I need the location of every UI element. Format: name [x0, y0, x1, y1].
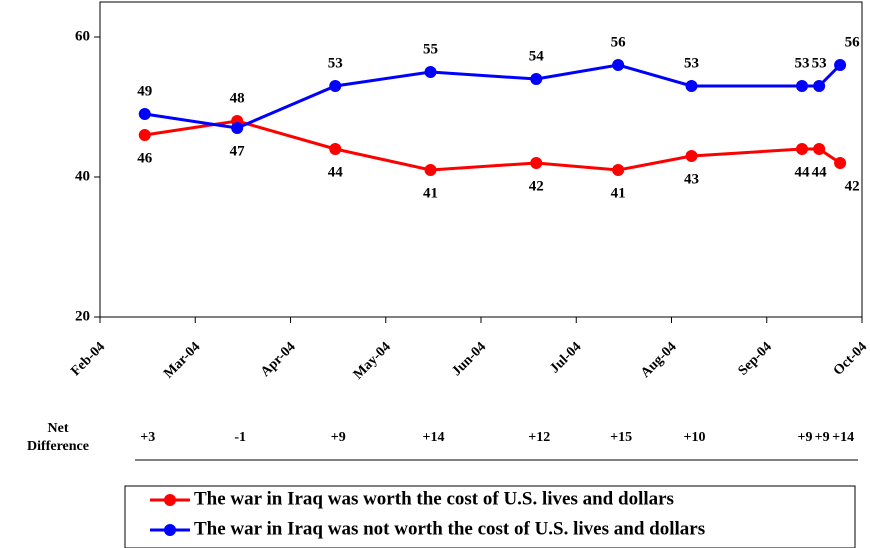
net-difference-label: Net Difference	[27, 421, 89, 454]
x-tick-label: Jul-04	[547, 339, 584, 376]
data-label: 54	[529, 48, 545, 64]
point	[329, 143, 342, 155]
point	[834, 157, 847, 169]
net-difference-value: +14	[832, 430, 854, 445]
net-difference-value: -1	[234, 430, 246, 445]
y-tick-label: 20	[75, 308, 90, 324]
plot-frame	[99, 1, 863, 318]
net-difference-value: +9	[815, 430, 830, 445]
data-label: 41	[611, 185, 626, 201]
legend-marker	[164, 524, 176, 536]
point	[813, 80, 826, 92]
net-difference-value: +12	[528, 430, 550, 445]
legend-marker	[164, 494, 176, 506]
x-tick-label: Apr-04	[258, 339, 298, 379]
data-label: 44	[794, 164, 810, 180]
data-label: 53	[812, 55, 827, 71]
net-difference-value: +14	[423, 430, 445, 445]
data-label: 49	[137, 83, 152, 99]
net-difference-value: +10	[684, 430, 706, 445]
point	[138, 129, 151, 141]
point	[329, 80, 342, 92]
data-label: 41	[423, 185, 438, 201]
data-label: 48	[230, 90, 245, 106]
point	[834, 59, 847, 71]
series-line	[144, 119, 841, 172]
point	[685, 80, 698, 92]
point	[612, 164, 625, 176]
x-tick-label: Sep-04	[736, 339, 775, 378]
net-difference-value: +9	[798, 430, 813, 445]
point	[685, 150, 698, 162]
point	[231, 122, 244, 134]
x-tick-label: Aug-04	[638, 339, 679, 380]
net-difference-value: +15	[610, 430, 632, 445]
data-label: 55	[423, 41, 438, 57]
y-tick-label: 40	[75, 168, 90, 184]
net-difference-value: +3	[140, 430, 155, 445]
legend-box	[124, 485, 856, 548]
data-label: 46	[137, 150, 153, 166]
point	[424, 66, 437, 78]
data-label: 43	[684, 171, 699, 187]
point	[530, 157, 543, 169]
net-difference-value: +9	[331, 430, 346, 445]
point	[612, 59, 625, 71]
data-label: 53	[328, 55, 343, 71]
data-label: 47	[230, 143, 246, 159]
legend-label: The war in Iraq was worth the cost of U.…	[194, 488, 674, 509]
x-tick-label: Jun-04	[449, 339, 489, 379]
point	[530, 73, 543, 85]
data-label: 44	[812, 164, 828, 180]
data-label: 56	[611, 34, 627, 50]
data-label: 42	[845, 178, 860, 194]
point	[138, 108, 151, 120]
x-tick-label: May-04	[351, 339, 394, 382]
point	[424, 164, 437, 176]
legend-label: The war in Iraq was not worth the cost o…	[194, 518, 705, 539]
data-label: 42	[529, 178, 544, 194]
y-tick-label: 60	[75, 28, 90, 44]
point	[795, 80, 808, 92]
x-tick-label: Feb-04	[68, 339, 108, 379]
data-label: 44	[328, 164, 344, 180]
x-tick-label: Mar-04	[161, 339, 203, 381]
data-label: 56	[845, 34, 861, 50]
data-label: 53	[684, 55, 699, 71]
data-label: 53	[794, 55, 809, 71]
point	[813, 143, 826, 155]
x-tick-label: Oct-04	[831, 339, 870, 378]
point	[795, 143, 808, 155]
series-line	[144, 63, 842, 130]
